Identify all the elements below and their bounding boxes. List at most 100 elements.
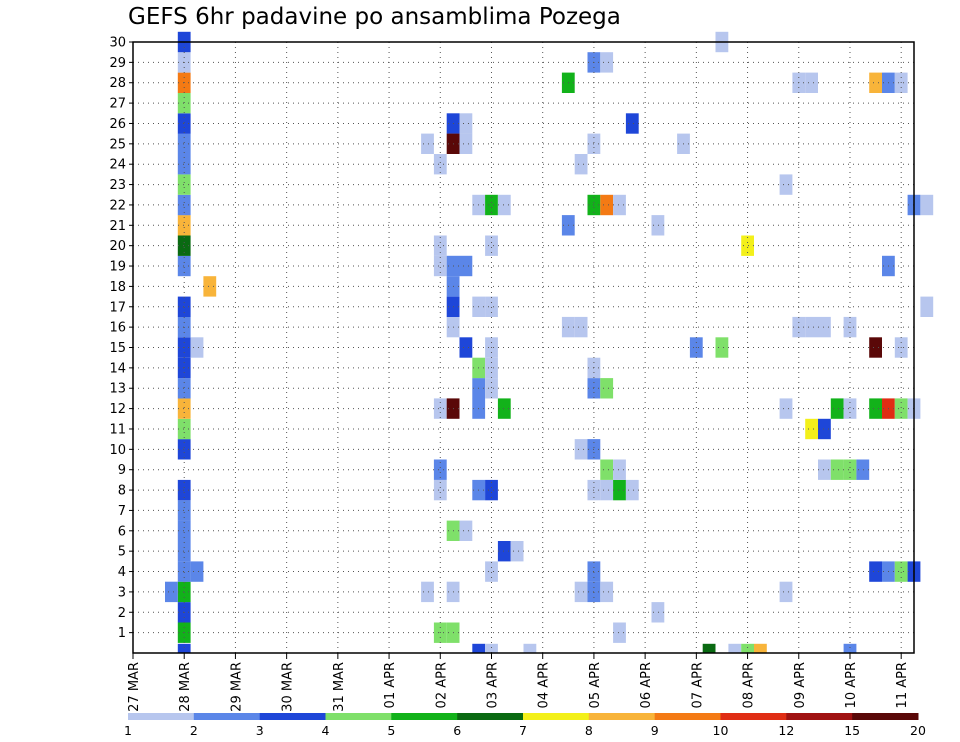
y-tick-label: 8	[118, 484, 126, 499]
heatmap-cell	[818, 418, 831, 440]
heatmap-cell	[715, 337, 729, 358]
heatmap-cell	[433, 479, 447, 501]
colorbar-label: 1	[124, 723, 132, 738]
heatmap-cell	[894, 561, 908, 582]
colorbar-segment	[588, 713, 656, 720]
heatmap-cell	[177, 541, 191, 562]
colorbar-label: 20	[910, 723, 926, 738]
heatmap-cell	[613, 194, 626, 216]
heatmap-cell	[459, 337, 473, 358]
colorbar-segment	[852, 713, 919, 720]
heatmap-cell	[805, 72, 818, 93]
y-tick-label: 19	[109, 260, 126, 275]
heatmap-cell	[177, 133, 191, 154]
y-tick-label: 27	[109, 97, 126, 112]
heatmap-cell	[856, 459, 870, 480]
heatmap-cell	[485, 479, 498, 501]
y-tick-label: 23	[109, 178, 126, 193]
heatmap-cell	[600, 459, 614, 480]
heatmap-cell	[459, 520, 473, 541]
y-tick-label: 28	[109, 76, 126, 91]
x-tick-label: 01 APR	[383, 662, 398, 708]
colorbar-label: 2	[190, 723, 198, 738]
heatmap-cell	[600, 479, 614, 501]
y-tick-label: 4	[118, 565, 126, 580]
x-tick-label: 04 APR	[537, 662, 552, 708]
y-tick-label: 9	[118, 463, 126, 478]
heatmap-cell	[485, 561, 498, 582]
heatmap-cell	[920, 194, 934, 216]
y-tick-label: 30	[109, 36, 126, 51]
colorbar-segment	[523, 713, 590, 720]
y-tick-label: 25	[109, 137, 126, 152]
colorbar-segment	[128, 713, 195, 720]
heatmap-cell	[600, 581, 614, 603]
heatmap-cell	[177, 296, 191, 317]
heatmap-cell	[497, 194, 511, 216]
heatmap-cell	[177, 154, 191, 175]
heatmap-cell	[869, 72, 882, 93]
heatmap-cell	[754, 643, 767, 653]
colorbar-label: 3	[256, 723, 264, 738]
heatmap-cell	[779, 581, 793, 603]
heatmap-cell	[869, 398, 882, 419]
colorbar-label: 5	[387, 723, 395, 738]
heatmap-cell	[920, 296, 934, 317]
y-tick-label: 21	[109, 219, 126, 234]
y-tick-label: 11	[109, 422, 126, 437]
heatmap-cell	[869, 561, 882, 582]
heatmap-cell	[177, 479, 191, 501]
heatmap-cell	[523, 643, 537, 653]
heatmap-cell	[177, 398, 191, 419]
heatmap-cell	[190, 561, 204, 582]
heatmap-cell	[459, 113, 473, 134]
heatmap-cell	[190, 337, 204, 358]
x-tick-label: 09 APR	[793, 662, 808, 708]
heatmap-cell	[625, 479, 639, 501]
heatmap-cell	[177, 439, 191, 460]
y-tick-label: 29	[109, 56, 126, 71]
heatmap-cell	[433, 255, 447, 277]
colorbar-label: 8	[585, 723, 593, 738]
y-tick-label: 1	[118, 626, 126, 641]
y-tick-label: 2	[118, 606, 126, 621]
heatmap-cell	[805, 316, 818, 338]
heatmap-cell	[177, 520, 191, 541]
heatmap-cell	[459, 255, 473, 277]
heatmap-cell	[625, 113, 639, 134]
heatmap-cell	[177, 561, 191, 582]
heatmap-cell	[177, 643, 191, 653]
colorbar-segment	[720, 713, 787, 720]
heatmap-cell	[651, 215, 665, 236]
heatmap-cell	[497, 541, 511, 562]
x-tick-label: 30 MAR	[281, 662, 296, 712]
x-tick-label: 27 MAR	[127, 662, 142, 712]
colorbar-segment	[259, 713, 326, 720]
heatmap-cell	[485, 643, 498, 653]
heatmap-cell	[459, 133, 473, 154]
heatmap-cell	[433, 398, 447, 419]
heatmap-cell	[574, 581, 588, 603]
y-tick-label: 20	[109, 239, 126, 254]
colorbar-segment	[457, 713, 524, 720]
colorbar-label: 6	[453, 723, 461, 738]
x-tick-label: 10 APR	[844, 662, 859, 708]
heatmap-cell	[177, 581, 191, 603]
heatmap-cell	[177, 92, 191, 114]
x-tick-label: 02 APR	[434, 662, 449, 708]
heatmap-cell	[613, 459, 626, 480]
heatmap-cell	[165, 581, 178, 603]
y-tick-label: 17	[109, 300, 126, 315]
heatmap-cell	[741, 235, 754, 256]
x-tick-label: 05 APR	[588, 662, 603, 708]
heatmap-cell	[433, 154, 447, 175]
heatmap-cell	[177, 418, 191, 440]
heatmap-cell	[177, 113, 191, 134]
heatmap-cell	[510, 541, 524, 562]
heatmap-cell	[741, 643, 754, 653]
heatmap-cell	[203, 276, 217, 297]
heatmap-cell	[574, 154, 588, 175]
y-tick-label: 15	[109, 341, 126, 356]
heatmap-cell	[177, 378, 191, 399]
y-tick-label: 10	[109, 443, 126, 458]
